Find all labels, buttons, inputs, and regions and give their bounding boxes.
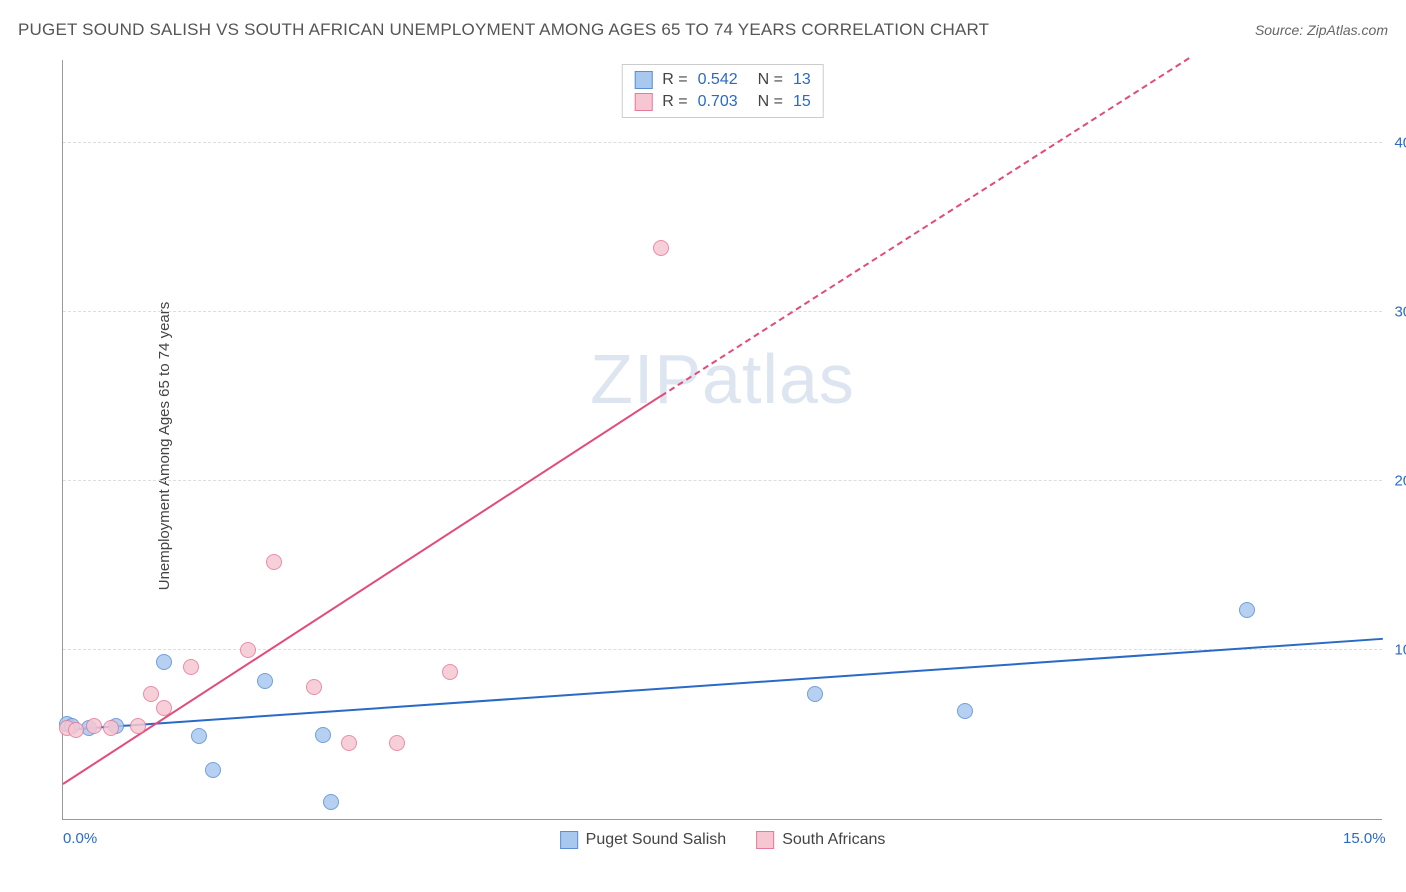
- scatter-chart: ZIPatlas R = 0.542N = 13R = 0.703N = 15 …: [62, 60, 1382, 820]
- y-tick-label: 40.0%: [1394, 135, 1406, 152]
- r-label: R =: [662, 71, 687, 89]
- gridline: [63, 142, 1382, 143]
- y-tick-label: 20.0%: [1394, 473, 1406, 490]
- x-tick-label: 0.0%: [63, 830, 97, 847]
- series-legend: Puget Sound Salish South Africans: [560, 831, 886, 849]
- title-bar: PUGET SOUND SALISH VS SOUTH AFRICAN UNEM…: [18, 20, 1388, 40]
- data-point: [266, 554, 282, 570]
- legend-swatch: [634, 71, 652, 89]
- gridline: [63, 480, 1382, 481]
- data-point: [156, 654, 172, 670]
- correlation-legend: R = 0.542 N = 13 R = 0.703 N = 15: [621, 64, 824, 118]
- legend-item: Puget Sound Salish: [560, 831, 727, 849]
- data-point: [143, 686, 159, 702]
- legend-item: South Africans: [756, 831, 885, 849]
- legend-row: R = 0.542 N = 13: [634, 69, 811, 91]
- data-point: [205, 762, 221, 778]
- data-point: [341, 735, 357, 751]
- y-tick-label: 30.0%: [1394, 304, 1406, 321]
- data-point: [323, 794, 339, 810]
- data-point: [807, 686, 823, 702]
- r-value: 0.703: [698, 93, 738, 111]
- gridline: [63, 311, 1382, 312]
- data-point: [957, 703, 973, 719]
- n-label: N =: [758, 71, 783, 89]
- y-tick-label: 10.0%: [1394, 642, 1406, 659]
- legend-label: South Africans: [782, 831, 885, 849]
- n-value: 13: [793, 71, 811, 89]
- legend-swatch: [756, 831, 774, 849]
- data-point: [103, 720, 119, 736]
- r-label: R =: [662, 93, 687, 111]
- source-label: Source: ZipAtlas.com: [1255, 22, 1388, 38]
- data-point: [183, 659, 199, 675]
- n-value: 15: [793, 93, 811, 111]
- data-point: [86, 718, 102, 734]
- chart-title: PUGET SOUND SALISH VS SOUTH AFRICAN UNEM…: [18, 20, 989, 40]
- data-point: [1239, 602, 1255, 618]
- data-point: [315, 727, 331, 743]
- legend-swatch: [634, 93, 652, 111]
- data-point: [306, 679, 322, 695]
- legend-label: Puget Sound Salish: [586, 831, 727, 849]
- data-point: [240, 642, 256, 658]
- legend-row: R = 0.703 N = 15: [634, 91, 811, 113]
- trend-line: [62, 395, 661, 785]
- legend-swatch: [560, 831, 578, 849]
- data-point: [191, 728, 207, 744]
- data-point: [653, 240, 669, 256]
- data-point: [156, 700, 172, 716]
- gridline: [63, 649, 1382, 650]
- r-value: 0.542: [698, 71, 738, 89]
- data-point: [389, 735, 405, 751]
- data-point: [257, 673, 273, 689]
- data-point: [130, 718, 146, 734]
- data-point: [442, 664, 458, 680]
- watermark: ZIPatlas: [590, 339, 855, 419]
- n-label: N =: [758, 93, 783, 111]
- data-point: [68, 722, 84, 738]
- x-tick-label: 15.0%: [1343, 830, 1386, 847]
